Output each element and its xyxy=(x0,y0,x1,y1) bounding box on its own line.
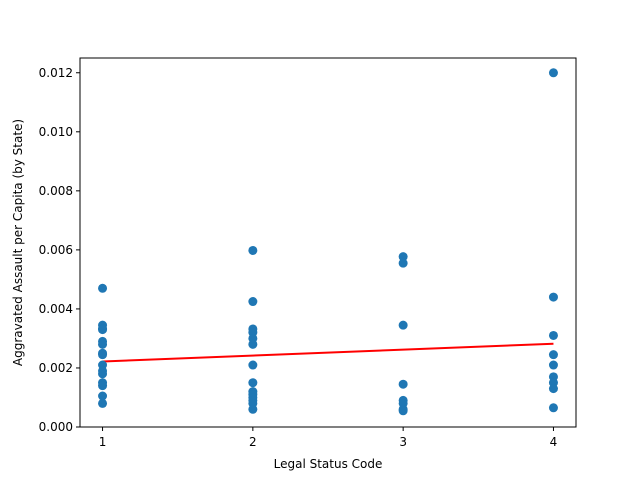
x-tick-label: 3 xyxy=(399,435,407,449)
y-tick-label: 0.006 xyxy=(39,243,73,257)
x-axis-label: Legal Status Code xyxy=(274,457,383,471)
y-tick-label: 0.010 xyxy=(39,125,73,139)
scatter-point xyxy=(248,339,258,349)
scatter-point xyxy=(248,378,258,388)
x-tick-label: 1 xyxy=(99,435,107,449)
scatter-point xyxy=(398,406,408,416)
scatter-point xyxy=(398,320,408,330)
scatter-point xyxy=(548,403,558,413)
x-tick-label: 4 xyxy=(550,435,558,449)
axes-frame xyxy=(79,57,577,428)
points-layer xyxy=(98,68,558,416)
scatter-point xyxy=(248,297,258,307)
scatter-point xyxy=(398,258,408,268)
scatter-point xyxy=(98,381,108,391)
scatter-point xyxy=(98,369,108,379)
x-axis-ticks: 1 2 3 4 xyxy=(99,427,558,449)
y-tick-label: 0.000 xyxy=(39,420,73,434)
y-axis-ticks: 0.000 0.002 0.004 0.006 0.008 0.010 0.012 xyxy=(39,66,80,434)
trend-line xyxy=(102,342,554,363)
scatter-point xyxy=(548,360,558,370)
y-tick-label: 0.004 xyxy=(39,302,73,316)
scatter-point xyxy=(248,245,258,255)
scatter-point xyxy=(548,350,558,360)
y-axis-label: Aggravated Assault per Capita (by State) xyxy=(11,119,25,366)
scatter-point xyxy=(248,360,258,370)
scatter-point xyxy=(98,398,108,408)
y-tick-label: 0.012 xyxy=(39,66,73,80)
scatter-point xyxy=(98,283,108,293)
scatter-point xyxy=(98,391,108,401)
x-tick-label: 2 xyxy=(249,435,257,449)
trend-layer xyxy=(102,342,554,363)
scatter-point xyxy=(548,68,558,78)
scatter-point xyxy=(98,350,108,360)
scatter-point xyxy=(398,252,408,262)
scatter-point xyxy=(398,379,408,389)
scatter-point xyxy=(548,292,558,302)
scatter-point xyxy=(98,325,108,335)
y-tick-label: 0.002 xyxy=(39,361,73,375)
y-tick-label: 0.008 xyxy=(39,184,73,198)
scatter-point xyxy=(548,384,558,394)
scatter-point xyxy=(548,330,558,340)
scatter-point xyxy=(248,404,258,414)
scatter-point xyxy=(98,339,108,349)
